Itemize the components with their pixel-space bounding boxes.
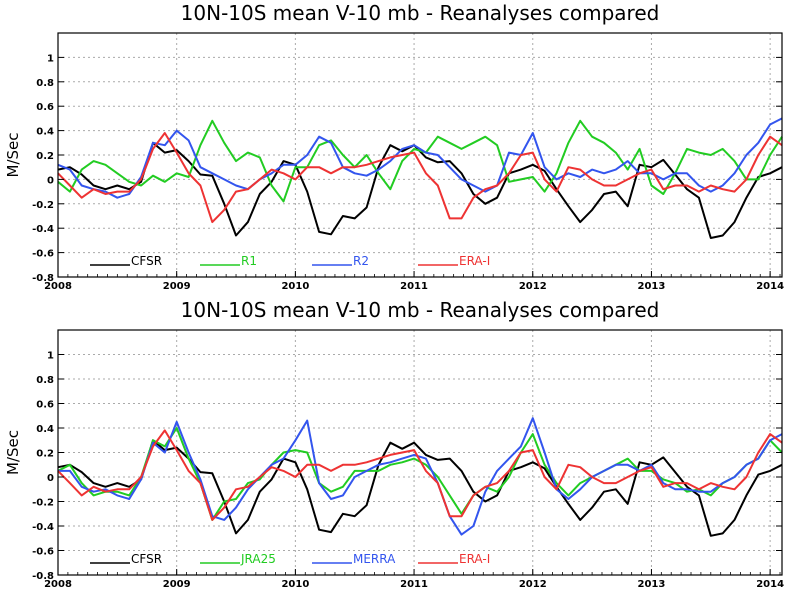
chart-panel-1: 10N-10S mean V-10 mb - Reanalyses compar… bbox=[4, 298, 784, 590]
y-tick-label: 0.6 bbox=[36, 400, 54, 411]
x-tick-label: 2009 bbox=[163, 281, 191, 292]
y-tick-label: 0.4 bbox=[36, 424, 54, 435]
y-tick-label: 1 bbox=[47, 53, 54, 64]
y-tick-label: 0.8 bbox=[36, 78, 54, 89]
y-tick-label: 0.8 bbox=[36, 375, 54, 386]
legend-label-r1: R1 bbox=[241, 254, 257, 268]
x-tick-label: 2011 bbox=[400, 579, 428, 590]
legend-label-r2: R2 bbox=[353, 254, 369, 268]
legend-label-cfsr: CFSR bbox=[131, 254, 162, 268]
legend-label-jra25: JRA25 bbox=[240, 552, 276, 566]
legend-label-era-i: ERA-I bbox=[459, 254, 490, 268]
y-tick-label: 0.6 bbox=[36, 102, 54, 113]
y-tick-label: -0.2 bbox=[32, 498, 54, 509]
y-tick-label: -0.4 bbox=[32, 522, 54, 533]
x-tick-label: 2009 bbox=[163, 579, 191, 590]
series-line-r2 bbox=[57, 117, 783, 199]
series-line-jra25 bbox=[57, 427, 783, 521]
y-axis-label: M/Sec bbox=[4, 133, 22, 178]
series-line-era-i bbox=[57, 429, 783, 521]
series-line-cfsr bbox=[57, 439, 783, 537]
y-tick-label: -0.6 bbox=[32, 547, 54, 558]
y-tick-label: 0 bbox=[47, 473, 54, 484]
y-tick-label: 0.4 bbox=[36, 127, 54, 138]
y-tick-label: 0.2 bbox=[36, 151, 54, 162]
y-tick-label: -0.8 bbox=[32, 571, 54, 582]
series-line-era-i bbox=[57, 132, 783, 224]
x-tick-label: 2012 bbox=[519, 579, 547, 590]
series-line-merra bbox=[58, 417, 783, 536]
y-tick-label: -0.6 bbox=[32, 249, 54, 260]
y-tick-label: -0.2 bbox=[32, 200, 54, 211]
series-line-cfsr bbox=[57, 141, 783, 239]
y-axis-label: M/Sec bbox=[4, 430, 22, 475]
legend-label-merra: MERRA bbox=[353, 552, 396, 566]
legend-label-era-i: ERA-I bbox=[459, 552, 490, 566]
x-tick-label: 2008 bbox=[44, 281, 72, 292]
chart-title: 10N-10S mean V-10 mb - Reanalyses compar… bbox=[181, 1, 660, 25]
x-tick-label: 2010 bbox=[281, 579, 309, 590]
legend-label-cfsr: CFSR bbox=[131, 552, 162, 566]
x-tick-label: 2014 bbox=[756, 579, 784, 590]
x-tick-label: 2008 bbox=[44, 579, 72, 590]
x-tick-label: 2014 bbox=[756, 281, 784, 292]
y-tick-label: 0.2 bbox=[36, 449, 54, 460]
y-tick-label: -0.4 bbox=[32, 224, 54, 235]
x-tick-label: 2013 bbox=[638, 579, 666, 590]
x-tick-label: 2012 bbox=[519, 281, 547, 292]
chart-panel-0: 10N-10S mean V-10 mb - Reanalyses compar… bbox=[4, 1, 784, 292]
x-tick-label: 2013 bbox=[638, 281, 666, 292]
chart-title: 10N-10S mean V-10 mb - Reanalyses compar… bbox=[181, 298, 660, 322]
x-tick-label: 2010 bbox=[281, 281, 309, 292]
y-tick-label: 1 bbox=[47, 351, 54, 362]
y-tick-label: 0 bbox=[47, 175, 54, 186]
series-line-r1 bbox=[57, 119, 783, 203]
x-tick-label: 2011 bbox=[400, 281, 428, 292]
y-tick-label: -0.8 bbox=[32, 273, 54, 284]
